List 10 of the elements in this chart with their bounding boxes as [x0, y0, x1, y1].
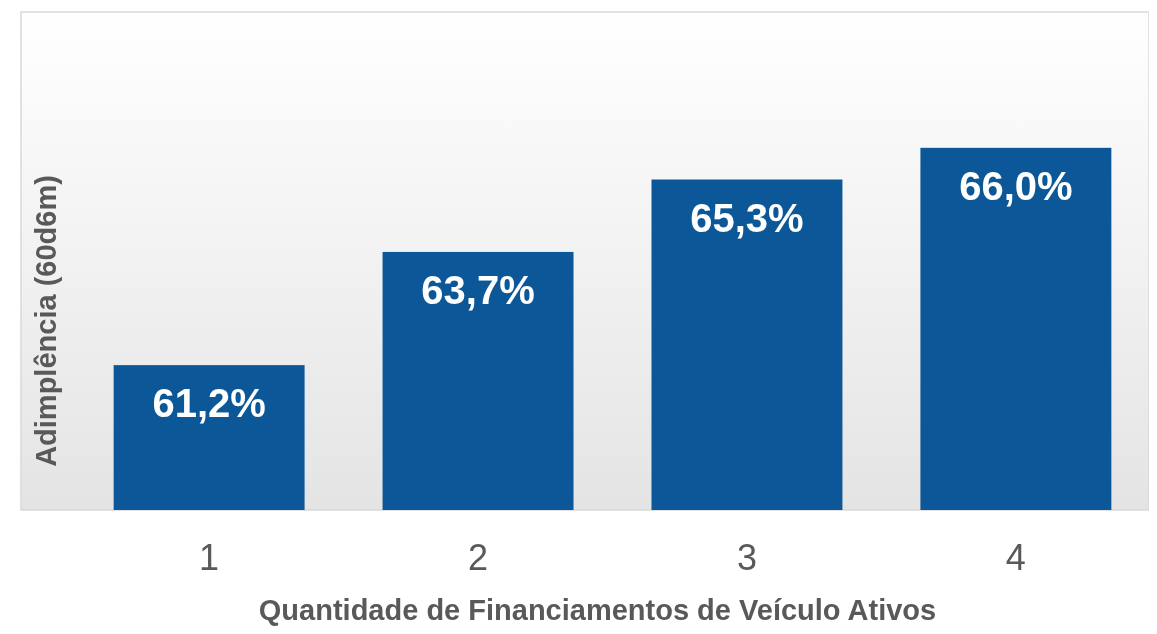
y-axis-title: Adimplência (60d6m) — [30, 175, 62, 467]
x-tick-label: 2 — [468, 537, 489, 578]
data-label: 61,2% — [152, 381, 266, 426]
x-tick-label: 3 — [736, 537, 757, 578]
data-label: 65,3% — [690, 195, 804, 240]
data-label: 66,0% — [959, 163, 1073, 208]
x-tick-label: 1 — [199, 537, 220, 578]
x-tick-label: 4 — [1005, 537, 1026, 578]
x-axis-title: Quantidade de Financiamentos de Veículo Ativos — [258, 594, 937, 626]
data-label: 63,7% — [421, 267, 535, 312]
